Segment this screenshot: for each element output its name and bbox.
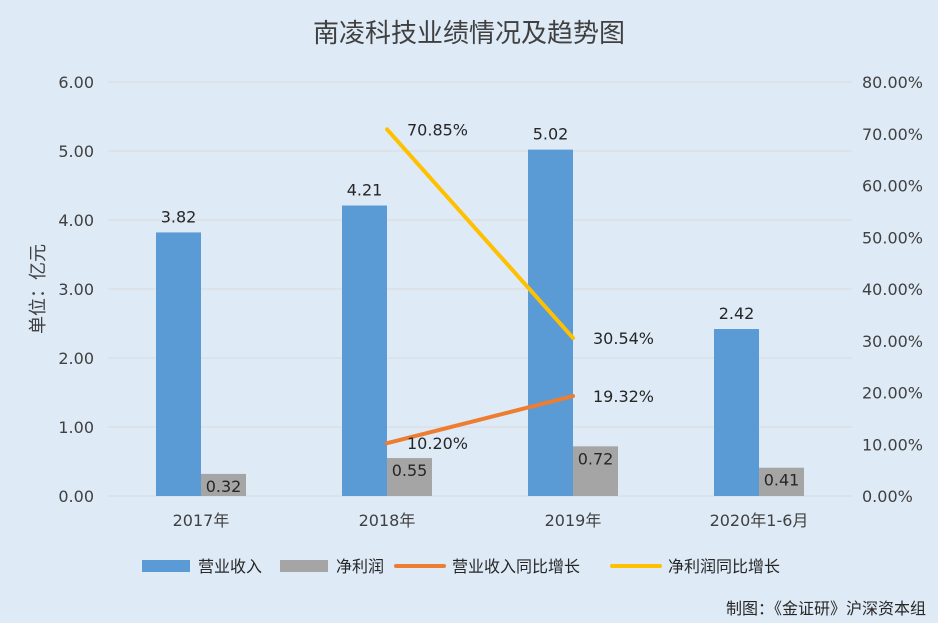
line-data-label: 70.85%: [407, 120, 468, 139]
legend-label: 营业收入同比增长: [452, 557, 580, 576]
legend-label: 净利润: [336, 557, 384, 576]
bar: [201, 473, 246, 496]
line-data-label: 10.20%: [407, 434, 468, 453]
legend-item: 净利润同比增长: [610, 557, 780, 576]
bar-series: [156, 149, 804, 497]
category-tick: 2017年: [173, 511, 230, 530]
right-axis-tick: 80.00%: [862, 73, 923, 92]
legend-item: 营业收入同比增长: [394, 557, 580, 576]
right-axis-ticks: 0.00% 10.00% 20.00% 30.00% 40.00% 50.00% 60.00…: [862, 73, 923, 506]
legend-item: 净利润: [280, 557, 384, 576]
line-series: [385, 127, 575, 340]
legend-label: 营业收入: [198, 557, 262, 576]
bar: [156, 232, 201, 497]
category-tick: 2020年1-6月: [710, 511, 809, 530]
right-axis-tick: 0.00%: [862, 487, 913, 506]
left-axis-tick: 0.00: [58, 487, 94, 506]
right-axis-tick: 30.00%: [862, 332, 923, 351]
data-label: 0.72: [578, 449, 614, 468]
data-labels: 3.82 4.21 5.02 2.42 0.32 0.55 0.72 0.41 10.20% 19…: [161, 120, 800, 496]
legend-swatch: [280, 560, 328, 572]
left-axis-ticks: 0.00 1.00 2.00 3.00 4.00 5.00 6.00: [58, 73, 94, 506]
left-axis-tick: 3.00: [58, 280, 94, 299]
bar: [714, 329, 759, 496]
right-axis-tick: 60.00%: [862, 177, 923, 196]
bar: [387, 458, 432, 496]
category-axis-ticks: 2017年 2018年 2019年 2020年1-6月: [173, 511, 809, 530]
left-axis-tick: 6.00: [58, 73, 94, 92]
bar: [342, 205, 387, 496]
legend-swatch: [142, 560, 190, 572]
line-data-label: 19.32%: [593, 387, 654, 406]
legend: 营业收入 净利润 营业收入同比增长 净利润同比增长: [142, 557, 780, 576]
chart-title: 南凌科技业绩情况及趋势图: [313, 19, 625, 49]
data-label: 0.55: [392, 461, 428, 480]
line-series: [385, 127, 575, 446]
right-axis-tick: 10.00%: [862, 435, 923, 454]
left-axis-tick: 1.00: [58, 418, 94, 437]
category-tick: 2018年: [359, 511, 416, 530]
legend-label: 净利润同比增长: [668, 557, 780, 576]
category-tick: 2019年: [545, 511, 602, 530]
data-label: 0.41: [764, 471, 800, 490]
left-axis-tick: 5.00: [58, 142, 94, 161]
bar: [528, 149, 573, 496]
right-axis-tick: 70.00%: [862, 125, 923, 144]
bar: [759, 467, 804, 496]
right-axis-tick: 40.00%: [862, 280, 923, 299]
left-axis-tick: 2.00: [58, 349, 94, 368]
data-label: 4.21: [347, 181, 383, 200]
right-axis-tick: 50.00%: [862, 228, 923, 247]
credit-text: 制图：《金证研》沪深资本组: [726, 599, 926, 618]
bar: [573, 446, 618, 496]
y-axis-label: 单位：亿元: [28, 244, 49, 334]
data-label: 3.82: [161, 207, 197, 226]
data-label: 0.32: [206, 477, 242, 496]
left-axis-tick: 4.00: [58, 211, 94, 230]
legend-item: 营业收入: [142, 557, 262, 576]
data-label: 5.02: [533, 125, 569, 144]
gridlines: [108, 81, 852, 497]
right-axis-tick: 20.00%: [862, 384, 923, 403]
line-data-label: 30.54%: [593, 329, 654, 348]
data-label: 2.42: [719, 304, 755, 323]
line-series: [385, 394, 575, 446]
